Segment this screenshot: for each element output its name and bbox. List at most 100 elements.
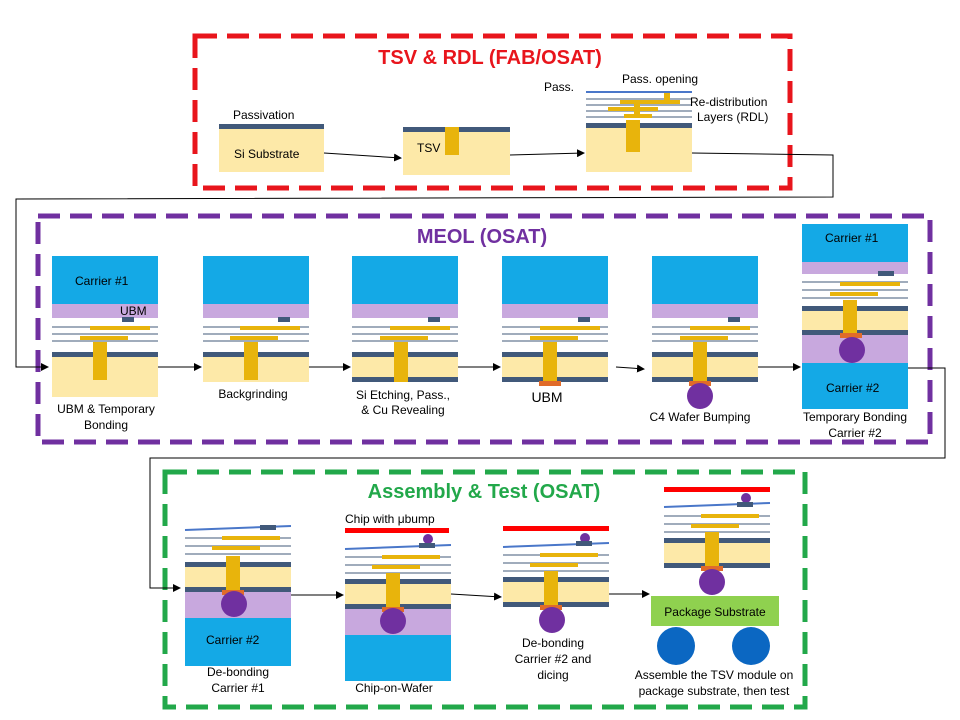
fab-step-tsv: TSV: [403, 127, 510, 175]
rdl-via: [634, 104, 640, 116]
rdl-trace: [608, 107, 658, 111]
assembly-section-title: Assembly & Test (OSAT): [368, 481, 601, 503]
tsv-label: TSV: [417, 141, 440, 155]
meol-step-c4-bumping: C4 Wafer Bumping: [650, 256, 758, 424]
ubm-pad: [122, 317, 134, 322]
rdl-trace: [620, 100, 680, 104]
carrier2-label: Carrier #2: [826, 381, 880, 395]
rdl-trace: [680, 336, 728, 340]
c4-bump: [539, 607, 565, 633]
rdl-trace: [690, 326, 750, 330]
ubm-pad: [701, 566, 723, 571]
carrier1-label: Carrier #1: [75, 274, 129, 288]
meol-step-si-etching: Si Etching, Pass., & Cu Revealing: [352, 256, 458, 417]
flow-arrow: [509, 149, 585, 158]
c4-bump: [699, 569, 725, 595]
ubm-pad: [840, 333, 862, 338]
package-substrate: [651, 596, 779, 626]
step-label: & Cu Revealing: [361, 403, 444, 417]
assembly-step-debond-carrier2-dicing: De-bonding Carrier #2 and dicing: [502, 526, 610, 682]
tsv-via: [843, 300, 857, 335]
ubm-pad: [728, 317, 740, 322]
rdl-trace: [540, 553, 598, 557]
step-label: Bonding: [84, 418, 128, 432]
meol-step-ubm: UBM: [502, 256, 608, 405]
meol-step-ubm-temporary-bonding: Carrier #1 UBM UBM & Temporary Bonding: [52, 256, 158, 432]
c4-bump: [380, 608, 406, 634]
passivation-label: Passivation: [233, 108, 294, 122]
carrier-block: [345, 635, 451, 681]
rdl-trace: [691, 524, 739, 528]
package-substrate-label: Package Substrate: [664, 605, 766, 619]
tsv-via: [386, 573, 400, 609]
carrier-block: [652, 256, 758, 304]
tsv-via: [705, 532, 719, 568]
solder-ball: [732, 627, 770, 665]
flow-connector: [149, 367, 946, 592]
rdl-label-line2: Layers (RDL): [697, 110, 768, 124]
step-label: Chip-on-Wafer: [355, 681, 433, 695]
rdl-trace: [230, 336, 278, 340]
step-label: UBM: [531, 389, 562, 405]
rdl-trace: [840, 282, 900, 286]
fab-step-rdl: Pass. Pass. opening Re-distribution Laye…: [544, 72, 768, 172]
ubm-pad: [878, 271, 894, 276]
step-label: Backgrinding: [218, 387, 287, 401]
meol-step-temporary-bonding-carrier2: Carrier #1 Carrier #2 Temporary Bonding …: [802, 224, 908, 440]
rdl-trace: [390, 326, 450, 330]
step-label: Carrier #1: [211, 681, 265, 695]
step-label: De-bonding: [207, 665, 269, 679]
pass-label: Pass.: [544, 80, 574, 94]
step-label: package substrate, then test: [639, 684, 790, 698]
rdl-trace: [540, 326, 600, 330]
carrier-block: [203, 256, 309, 304]
tsv-via: [226, 556, 240, 592]
flow-arrow: [323, 152, 402, 162]
chip-label: Chip with μbump: [345, 512, 435, 526]
ubm-pad: [428, 317, 440, 322]
chip: [664, 487, 770, 492]
micro-bump: [580, 533, 590, 543]
tsv-via: [244, 342, 258, 380]
rdl-trace: [222, 536, 280, 540]
c4-bump: [687, 383, 713, 409]
micro-bump: [423, 534, 433, 544]
carrier-block: [802, 224, 908, 262]
step-label: Carrier #2: [828, 426, 882, 440]
step-label: Si Etching, Pass.,: [356, 388, 450, 402]
adhesive-layer: [352, 304, 458, 318]
ubm-pad: [576, 541, 592, 546]
tsv-via: [544, 571, 558, 607]
carrier-block: [352, 256, 458, 304]
rdl-trace: [372, 565, 420, 569]
carrier-block: [502, 256, 608, 304]
meol-section-frame: [35, 213, 933, 445]
tsv-via: [543, 342, 557, 382]
adhesive-layer: [502, 304, 608, 318]
step-label: UBM & Temporary: [57, 402, 155, 416]
si-substrate-block: [219, 128, 324, 172]
rdl-trace: [240, 326, 300, 330]
ubm-pad: [278, 317, 290, 322]
flow-arrow: [450, 592, 502, 601]
chip: [345, 528, 449, 533]
si-substrate-label: Si Substrate: [234, 147, 300, 161]
flow-connector: [15, 152, 834, 371]
tsv-via: [394, 342, 408, 382]
rdl-trace: [382, 555, 440, 559]
meol-section-title: MEOL (OSAT): [417, 226, 547, 248]
carrier-block: [52, 256, 158, 304]
step-label: Carrier #2 and: [515, 652, 592, 666]
ubm-pad: [578, 317, 590, 322]
meol-step-backgrinding: Backgrinding: [203, 256, 309, 401]
tsv-via: [626, 120, 640, 152]
pass-opening-label: Pass. opening: [622, 72, 698, 86]
step-label: De-bonding: [522, 636, 584, 650]
ubm-pad: [419, 543, 435, 548]
adhesive-layer: [52, 304, 158, 318]
carrier-block: [185, 618, 291, 666]
step-label: Assemble the TSV module on: [635, 668, 794, 682]
ubm-pad: [737, 502, 753, 507]
ubm-tag-label: UBM: [120, 304, 147, 318]
